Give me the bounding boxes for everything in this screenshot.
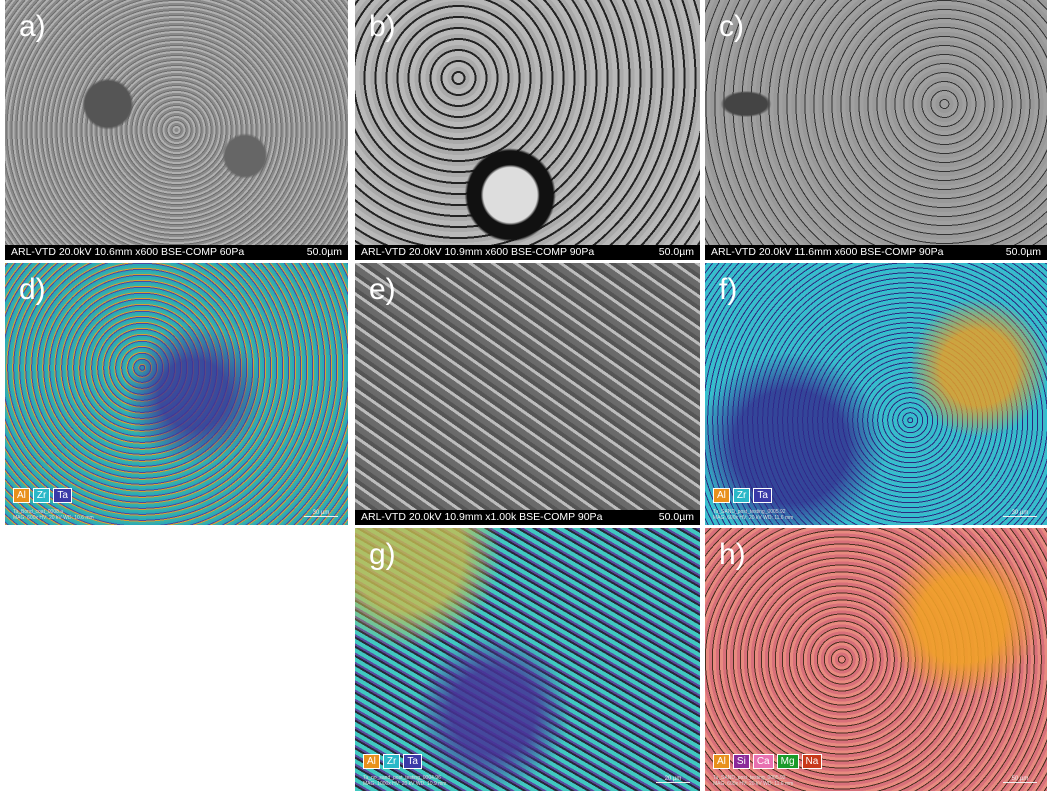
instrument-info: ARL-VTD 20.0kV 11.6mm x600 BSE-COMP 90Pa — [711, 245, 943, 260]
instrument-info: ARL-VTD 20.0kV 10.9mm x600 BSE-COMP 90Pa — [361, 245, 594, 260]
panel-label: c) — [719, 10, 744, 44]
scale-label: 50.0µm — [659, 510, 694, 525]
element-chip: Si — [733, 754, 750, 769]
element-chip: Mg — [777, 754, 799, 769]
scale-bar: 20 µm — [656, 776, 690, 783]
element-chip: Ca — [753, 754, 774, 769]
element-chip: Na — [802, 754, 823, 769]
element-chip: Zr — [733, 488, 750, 503]
element-chip: Ta — [403, 754, 422, 769]
micrograph-panel: c) ARL-VTD 20.0kV 11.6mm x600 BSE-COMP 90… — [705, 0, 1047, 260]
element-chip: Al — [363, 754, 380, 769]
panel-label: d) — [19, 273, 46, 307]
panel-label: h) — [719, 538, 746, 572]
element-chip: Ta — [753, 488, 772, 503]
scale-label: 50.0µm — [1006, 245, 1041, 260]
scale-bar: 30 µm — [1003, 510, 1037, 517]
map-params: MAG: 1000x HV: 20 kV WD: 10.9 mm — [363, 781, 446, 787]
scale-label: 50.0µm — [307, 245, 342, 260]
info-bar: ARL-VTD 20.0kV 10.9mm x600 BSE-COMP 90Pa… — [355, 245, 700, 260]
micrograph-panel: b) ARL-VTD 20.0kV 10.9mm x600 BSE-COMP 90… — [355, 0, 700, 260]
instrument-info: ARL-VTD 20.0kV 10.6mm x600 BSE-COMP 60Pa — [11, 245, 244, 260]
micrograph-panel: a) ARL-VTD 20.0kV 10.6mm x600 BSE-COMP 60… — [5, 0, 348, 260]
element-chip: Zr — [33, 488, 50, 503]
info-bar: ARL-VTD 20.0kV 10.9mm x1.00k BSE-COMP 90… — [355, 510, 700, 525]
scale-label: 50.0µm — [659, 245, 694, 260]
panel-label: e) — [369, 273, 396, 307]
instrument-info: ARL-VTD 20.0kV 10.9mm x1.00k BSE-COMP 90… — [361, 510, 602, 525]
info-bar: ARL-VTD 20.0kV 11.6mm x600 BSE-COMP 90Pa… — [705, 245, 1047, 260]
panel-label: g) — [369, 538, 396, 572]
element-chip: Al — [713, 754, 730, 769]
element-chip: Al — [713, 488, 730, 503]
figure: a) ARL-VTD 20.0kV 10.6mm x600 BSE-COMP 60… — [0, 0, 1047, 791]
panel-label: b) — [369, 10, 396, 44]
panel-label: a) — [19, 10, 46, 44]
panel-label: f) — [719, 273, 737, 307]
map-params: MAG: 600x HV: 20 kV WD: 11.6 mm — [713, 515, 793, 521]
element-chip: Al — [13, 488, 30, 503]
map-params: MAG: 600x HV: 20 kV WD: 11.6 mm — [713, 781, 793, 787]
element-chip: Zr — [383, 754, 400, 769]
scale-bar: 50 µm — [1003, 776, 1037, 783]
info-bar: ARL-VTD 20.0kV 10.6mm x600 BSE-COMP 60Pa… — [5, 245, 348, 260]
map-params: MAG: 600x HV: 20 kV WD: 10.6 mm — [13, 515, 94, 521]
element-chip: Ta — [53, 488, 72, 503]
scale-bar: 30 µm — [304, 510, 338, 517]
micrograph-panel: e) ARL-VTD 20.0kV 10.9mm x1.00k BSE-COMP … — [355, 263, 700, 525]
